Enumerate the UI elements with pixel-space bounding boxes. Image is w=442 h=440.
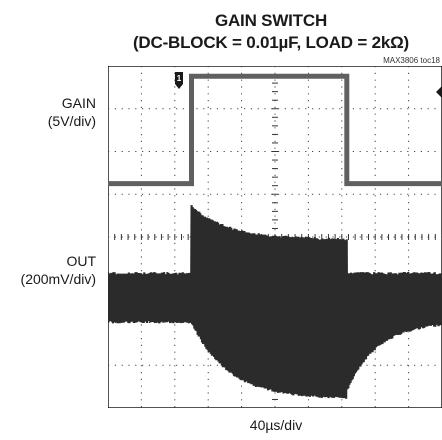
scope-display: 1 — [108, 66, 442, 408]
chart-subtitle: (DC-BLOCK = 0.01µF, LOAD = 2kΩ) — [132, 33, 410, 52]
x-axis-label: 40µs/div — [249, 417, 303, 433]
gain-channel-name: GAIN — [61, 95, 96, 111]
out-channel-scale: (200mV/div) — [20, 271, 96, 287]
chart-title: GAIN SWITCH — [214, 11, 328, 30]
channel-1-marker: 1 — [175, 72, 183, 89]
out-channel-name: OUT — [66, 253, 96, 269]
gain-channel-label: GAIN (5V/div) — [0, 94, 96, 130]
out-channel-label: OUT (200mV/div) — [0, 252, 96, 288]
trigger-level-marker — [436, 86, 442, 98]
figure-reference: MAX3806 toc18 — [383, 56, 440, 65]
gain-waveform — [108, 73, 442, 187]
channel-1-marker-label: 1 — [177, 74, 182, 83]
out-waveform — [108, 205, 442, 399]
gain-channel-scale: (5V/div) — [47, 113, 96, 129]
